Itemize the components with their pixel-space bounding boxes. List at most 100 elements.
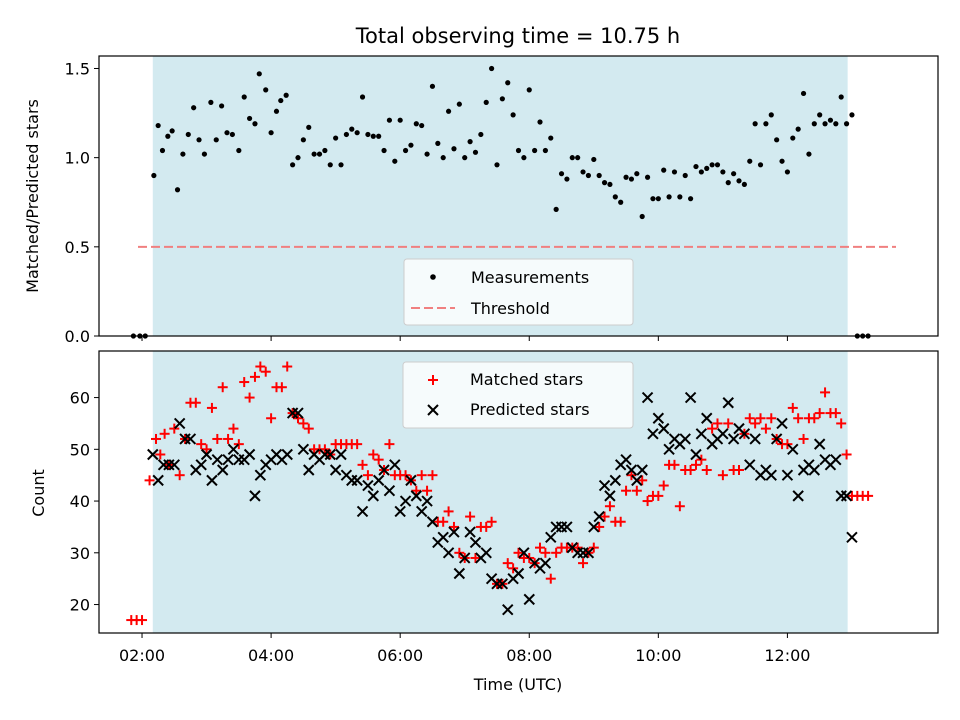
- measurement-point: [185, 131, 191, 138]
- predicted-star-point: [830, 453, 842, 466]
- predicted-star-point: [631, 474, 643, 487]
- matched-star-point: [621, 485, 632, 496]
- predicted-star-point: [442, 547, 455, 559]
- measurement-point: [548, 135, 554, 141]
- measurement-point: [376, 133, 382, 139]
- matched-star-point: [303, 423, 314, 434]
- matched-star-point: [588, 542, 599, 553]
- legend-measurements-label: Measurements: [471, 268, 589, 287]
- matched-star-point: [750, 418, 761, 429]
- matched-star-point: [422, 485, 433, 496]
- matched-star-point: [814, 408, 825, 419]
- predicted-star-point: [582, 547, 595, 559]
- measurement-point: [300, 137, 306, 143]
- legend-matched-label: Matched stars: [470, 370, 583, 389]
- matched-star-point: [465, 511, 476, 522]
- measurement-point: [429, 83, 436, 89]
- legend-matched-marker: [428, 375, 438, 385]
- predicted-star-point: [727, 433, 740, 445]
- predicted-star-point: [502, 604, 514, 616]
- measurement-point: [655, 196, 661, 202]
- predicted-star-point: [545, 531, 557, 543]
- predicted-star-point: [840, 490, 853, 502]
- bottom-y-tick-label: 60: [70, 389, 90, 408]
- predicted-star-point: [808, 464, 821, 476]
- measurement-point: [784, 169, 791, 175]
- predicted-star-point: [362, 479, 374, 492]
- matched-star-point: [841, 449, 852, 460]
- predicted-star-point: [518, 547, 530, 559]
- predicted-star-point: [636, 464, 648, 476]
- matched-star-point: [524, 552, 535, 563]
- measurement-point: [677, 194, 683, 200]
- measurement-point: [532, 147, 538, 154]
- measurement-point: [515, 147, 522, 154]
- predicted-star-point: [324, 448, 336, 461]
- measurement-point: [451, 146, 457, 152]
- bottom-y-axis-label: Count: [29, 469, 48, 517]
- matched-star-point: [486, 516, 497, 527]
- matched-star-point: [578, 558, 589, 569]
- measurement-point: [435, 140, 441, 146]
- matched-star-point: [755, 413, 766, 424]
- measurement-point: [191, 105, 197, 111]
- measurement-point: [354, 130, 360, 136]
- predicted-star-point: [561, 521, 573, 533]
- predicted-star-point: [426, 516, 439, 528]
- predicted-star-point: [399, 495, 412, 507]
- measurement-point: [381, 147, 387, 154]
- predicted-star-point: [593, 510, 605, 523]
- matched-star-point: [513, 547, 524, 558]
- top-y-tick-label: 0.0: [65, 327, 90, 346]
- matched-star-point: [448, 521, 459, 532]
- matched-star-point: [658, 480, 669, 491]
- matched-star-point: [144, 475, 155, 486]
- measurement-point: [445, 108, 452, 114]
- matched-star-point: [357, 459, 368, 470]
- legend-measurements-marker: [430, 274, 436, 280]
- measurement-point: [634, 171, 640, 177]
- predicted-star-point: [770, 433, 783, 445]
- measurement-point: [505, 80, 511, 86]
- measurement-point: [752, 121, 758, 127]
- measurement-point: [402, 147, 409, 154]
- bottom-y-tick-label: 40: [70, 492, 90, 511]
- matched-star-point: [669, 459, 680, 470]
- predicted-star-point: [351, 474, 363, 487]
- predicted-star-point: [523, 593, 535, 606]
- measurement-point: [252, 121, 258, 127]
- matched-star-point: [137, 615, 148, 626]
- bottom-y-ticks: 20 30 40 50 60: [70, 389, 99, 615]
- measurement-point: [322, 147, 328, 154]
- measurement-point: [229, 131, 235, 138]
- measurement-point: [283, 92, 289, 98]
- matched-star-point: [787, 402, 798, 413]
- predicted-star-point: [249, 490, 261, 502]
- measurement-point: [169, 128, 175, 134]
- predicted-star-point: [684, 391, 697, 404]
- matched-star-point: [319, 444, 330, 455]
- matched-star-point: [298, 418, 309, 429]
- predicted-star-point: [152, 474, 164, 487]
- legend-predicted-label: Predicted stars: [470, 400, 590, 419]
- measurement-point: [628, 176, 635, 182]
- measurement-point: [666, 194, 672, 200]
- matched-star-point: [594, 521, 605, 532]
- measurement-point: [397, 117, 403, 123]
- matched-star-point: [830, 408, 841, 419]
- matched-star-point: [400, 470, 411, 481]
- x-tick-label: 02:00: [119, 646, 165, 665]
- matched-star-point: [696, 454, 707, 465]
- measurement-point: [822, 121, 828, 127]
- predicted-star-point: [469, 536, 482, 549]
- matched-star-point: [690, 459, 701, 470]
- matched-star-point: [362, 470, 373, 481]
- measurement-point: [817, 112, 823, 118]
- measurement-point: [596, 172, 602, 179]
- measurement-point: [413, 121, 419, 127]
- measurement-point: [580, 169, 586, 175]
- predicted-star-point: [744, 459, 756, 471]
- measurement-point: [306, 124, 312, 130]
- measurement-point: [316, 151, 323, 157]
- predicted-star-point: [717, 428, 729, 440]
